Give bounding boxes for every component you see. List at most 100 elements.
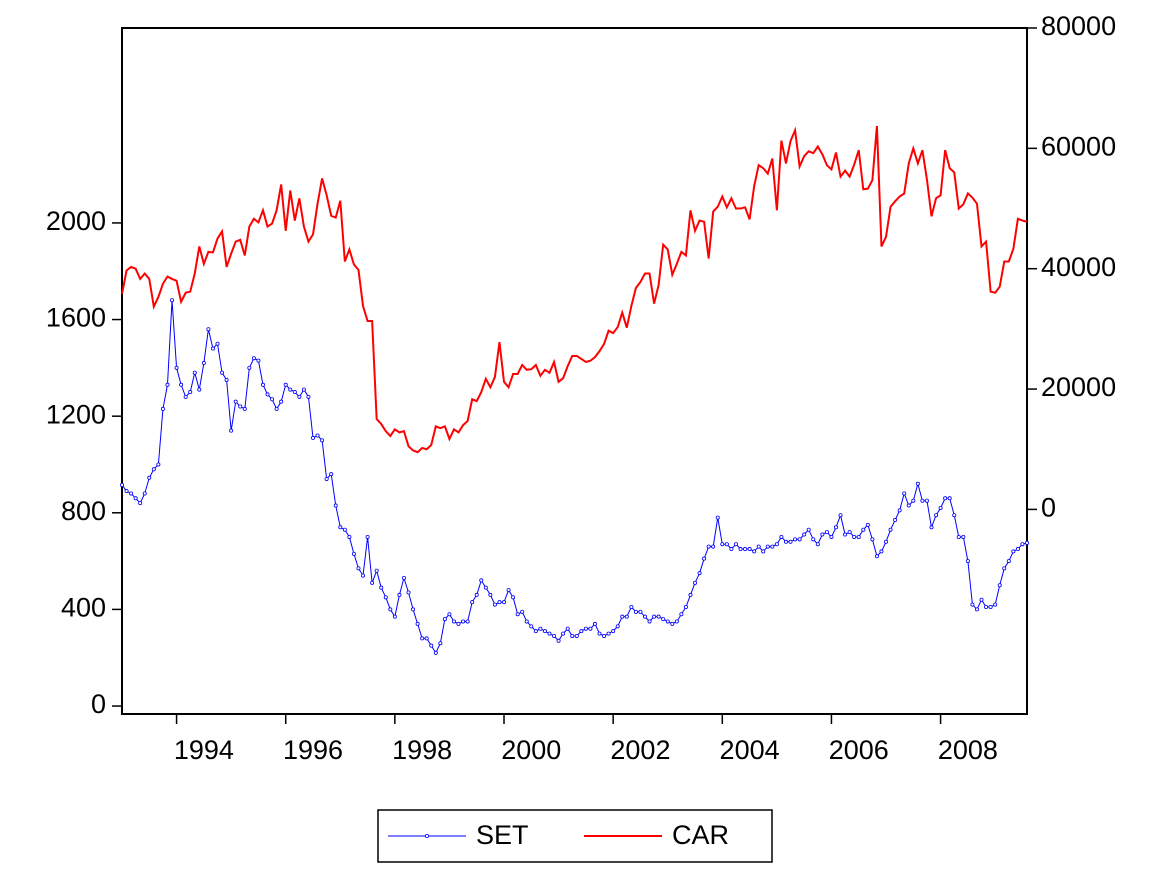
- point: [783, 539, 788, 544]
- point: [251, 356, 256, 361]
- point: [920, 498, 925, 503]
- point: [415, 621, 420, 626]
- point: [729, 547, 734, 552]
- legend-label: CAR: [672, 820, 729, 850]
- y-tick-label: 2000: [46, 206, 106, 236]
- point: [247, 365, 252, 370]
- point: [433, 650, 438, 655]
- point: [811, 537, 816, 542]
- point: [502, 600, 507, 605]
- point: [761, 549, 766, 554]
- point: [697, 571, 702, 576]
- x-tick-label: 2000: [501, 735, 561, 765]
- point: [965, 559, 970, 564]
- x-tick-label: 2004: [720, 735, 780, 765]
- y2-tick-label: 80000: [1041, 11, 1116, 41]
- point: [320, 438, 325, 443]
- point: [706, 544, 711, 549]
- point: [665, 619, 670, 624]
- point: [524, 619, 529, 624]
- legend-marker: [424, 834, 429, 839]
- point: [815, 542, 820, 547]
- point: [229, 428, 234, 433]
- point: [488, 592, 493, 597]
- point: [615, 624, 620, 629]
- point: [602, 633, 607, 638]
- point: [956, 534, 961, 539]
- point: [547, 631, 552, 636]
- point: [797, 537, 802, 542]
- point: [711, 544, 716, 549]
- point: [656, 614, 661, 619]
- point: [147, 475, 152, 480]
- point: [947, 496, 952, 501]
- point: [420, 636, 425, 641]
- y-tick-label: 0: [91, 689, 106, 719]
- point: [329, 472, 334, 477]
- point: [702, 556, 707, 561]
- point: [938, 505, 943, 510]
- point: [633, 609, 638, 614]
- point: [606, 631, 611, 636]
- point: [1006, 559, 1011, 564]
- point: [838, 513, 843, 518]
- point: [188, 390, 193, 395]
- series-line: [121, 126, 1028, 454]
- point: [597, 631, 602, 636]
- point: [479, 578, 484, 583]
- point: [765, 544, 770, 549]
- point: [570, 633, 575, 638]
- point: [638, 609, 643, 614]
- point: [142, 491, 147, 496]
- point: [206, 327, 211, 332]
- point: [747, 547, 752, 552]
- y-tick-label: 400: [61, 593, 106, 623]
- point: [429, 643, 434, 648]
- point: [156, 462, 161, 467]
- point: [361, 573, 366, 578]
- point: [210, 346, 215, 351]
- point: [979, 597, 984, 602]
- point: [611, 629, 616, 634]
- point: [538, 626, 543, 631]
- point: [870, 537, 875, 542]
- point: [170, 298, 175, 303]
- point: [911, 498, 916, 503]
- point: [306, 394, 311, 399]
- y2-tick-label: 40000: [1041, 252, 1116, 282]
- point: [324, 476, 329, 481]
- point: [961, 534, 966, 539]
- point: [997, 583, 1002, 588]
- point: [565, 626, 570, 631]
- point: [351, 551, 356, 556]
- point: [465, 619, 470, 624]
- point: [833, 525, 838, 530]
- point: [720, 542, 725, 547]
- point: [693, 580, 698, 585]
- point: [474, 592, 479, 597]
- point: [934, 513, 939, 518]
- point: [506, 588, 511, 593]
- point: [220, 370, 225, 375]
- point: [497, 600, 502, 605]
- point: [629, 604, 634, 609]
- y2-tick-label: 0: [1041, 493, 1056, 523]
- point: [515, 612, 520, 617]
- point: [301, 387, 306, 392]
- point: [451, 619, 456, 624]
- point: [733, 542, 738, 547]
- point: [270, 397, 275, 402]
- point: [824, 530, 829, 535]
- point: [174, 365, 179, 370]
- point: [311, 435, 316, 440]
- point: [238, 404, 243, 409]
- y2-tick-label: 20000: [1041, 372, 1116, 402]
- point: [338, 525, 343, 530]
- point: [752, 549, 757, 554]
- point: [852, 534, 857, 539]
- point: [424, 636, 429, 641]
- point: [265, 392, 270, 397]
- y-tick-label: 1200: [46, 399, 106, 429]
- point: [592, 621, 597, 626]
